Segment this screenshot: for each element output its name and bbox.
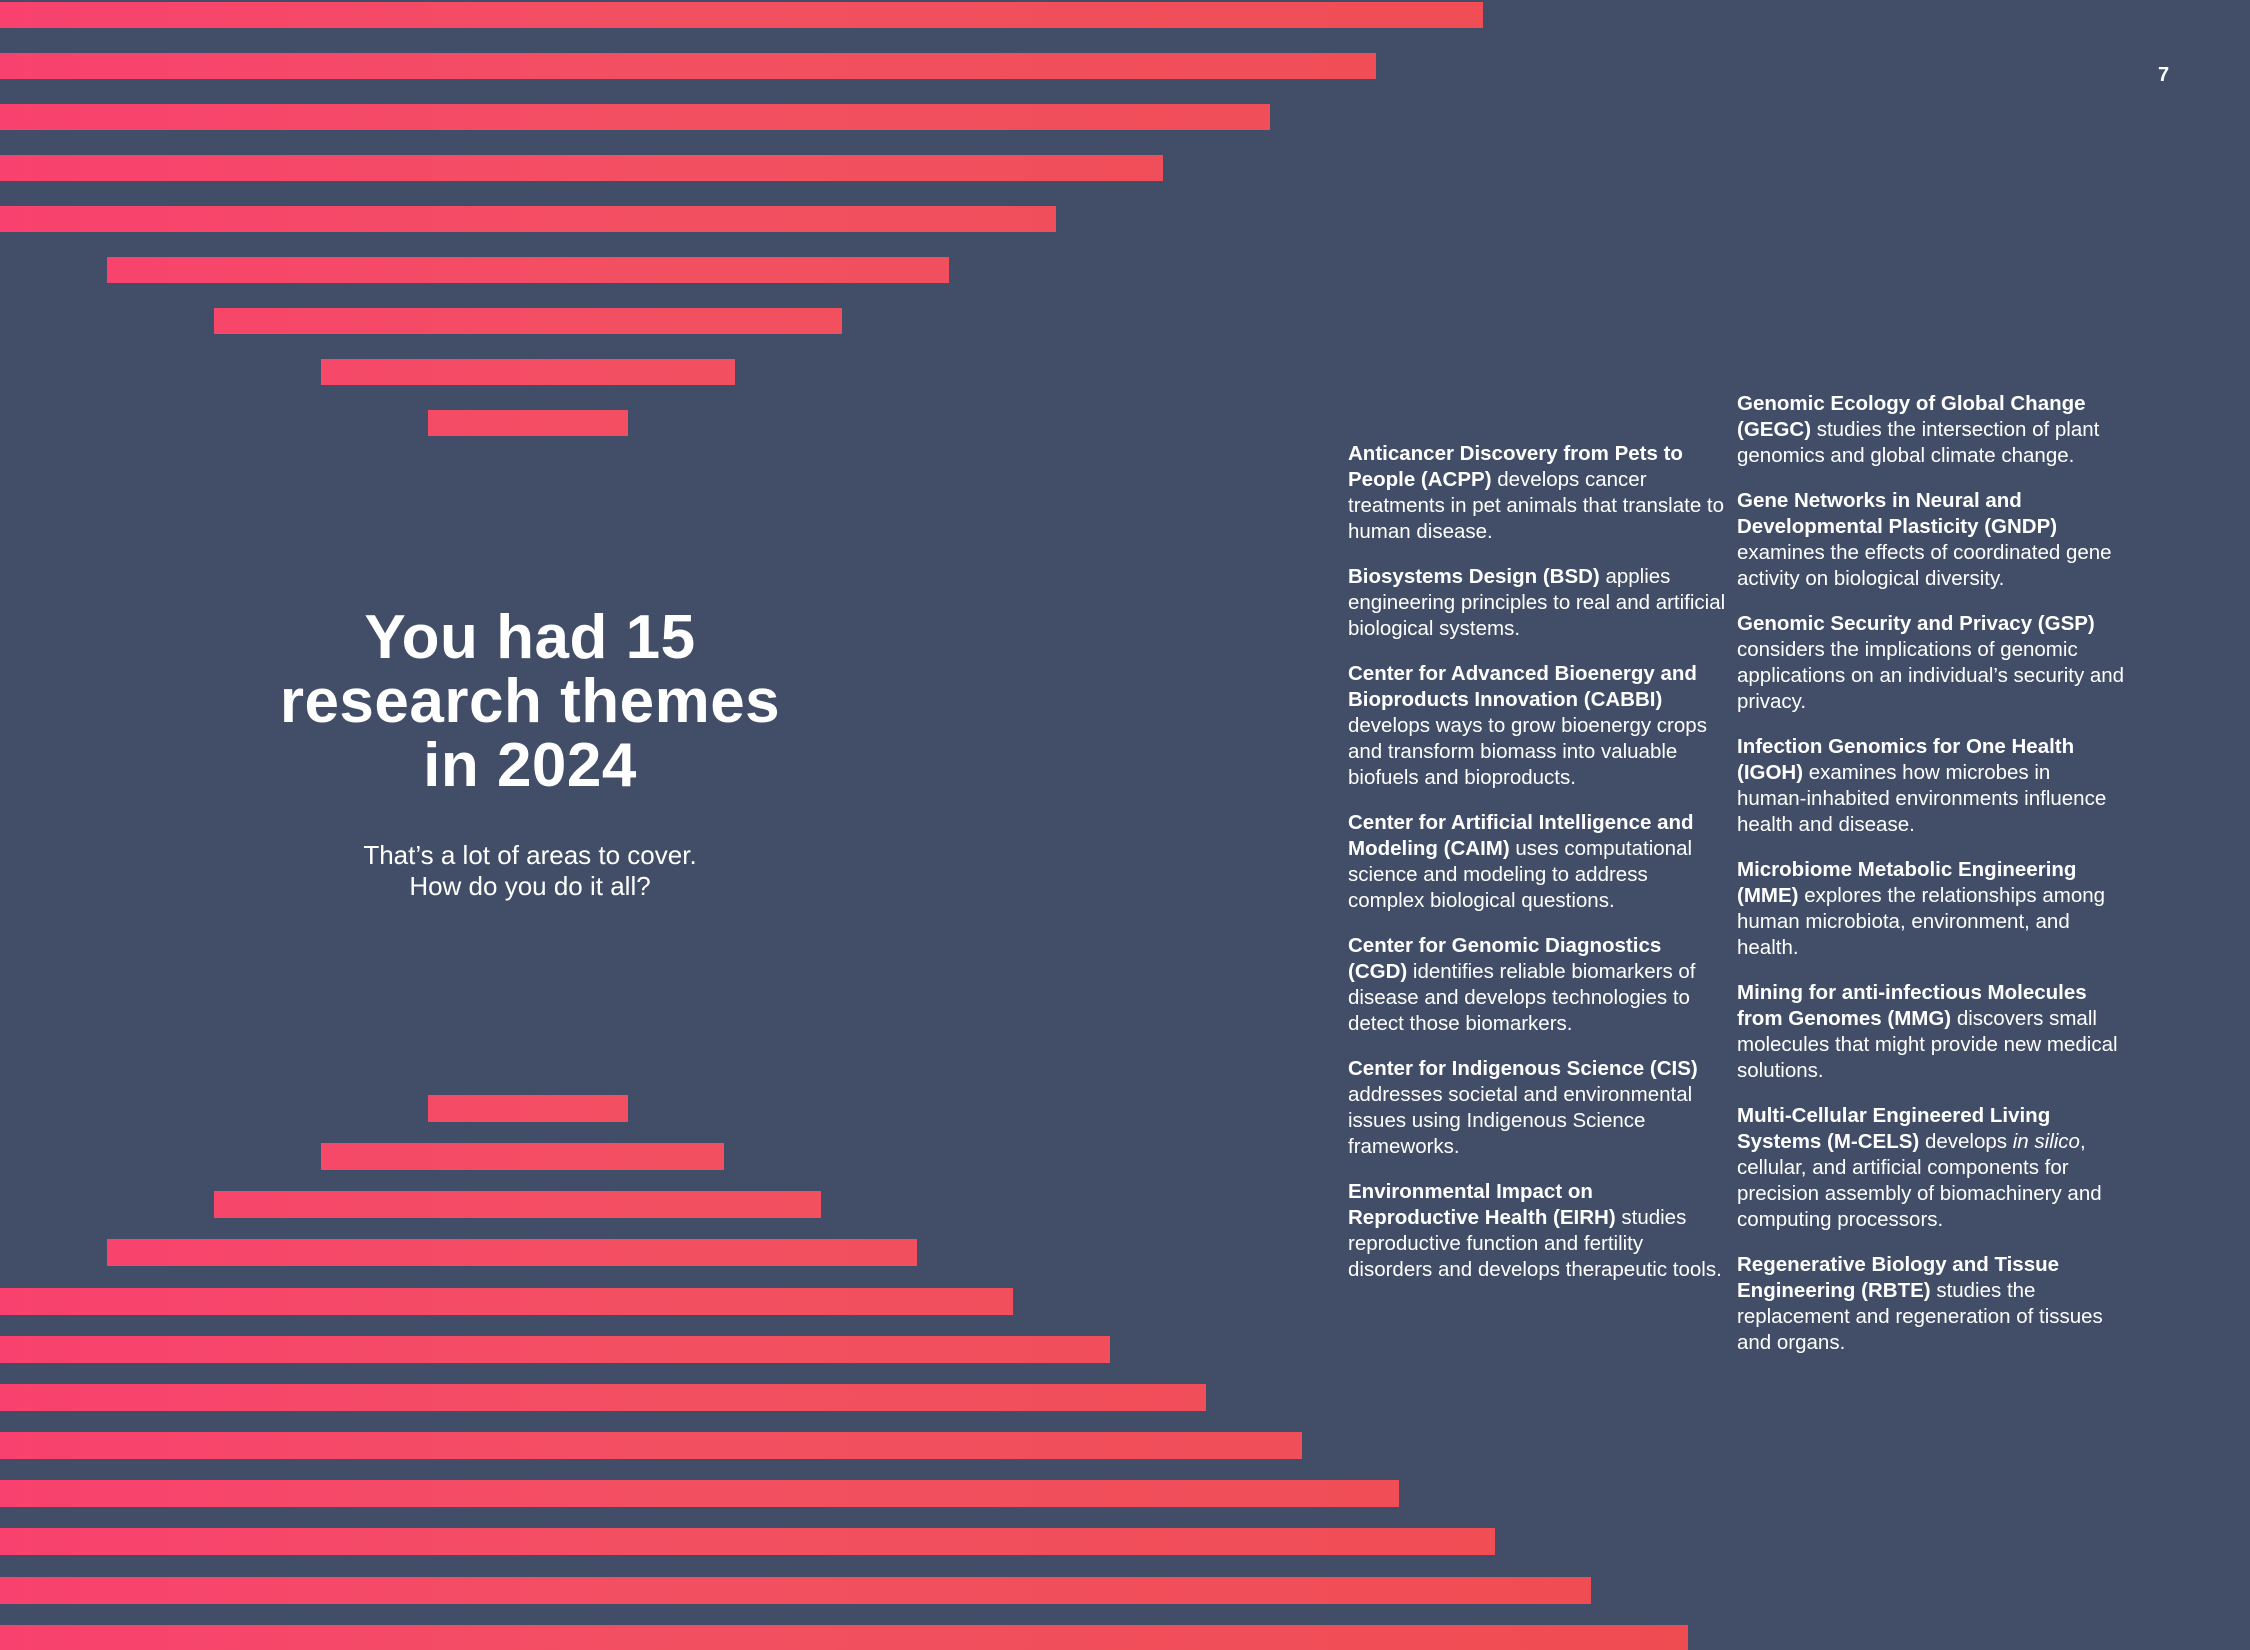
theme-name: Center for Genomic Diagnostics (CGD) [1348, 934, 1662, 983]
decorative-bar [0, 2, 1483, 28]
theme-paragraph: Center for Advanced Bioenergy and Biopro… [1348, 662, 1707, 789]
theme-paragraph: Multi-Cellular Engineered Living Systems… [1737, 1104, 2102, 1231]
theme-name: Genomic Security and Privacy (GSP) [1737, 612, 2095, 635]
decorative-bar [0, 1384, 1206, 1411]
theme-name: Center for Advanced Bioenergy and Biopro… [1348, 662, 1697, 711]
decorative-bar [0, 206, 1056, 232]
decorative-bar [0, 1336, 1110, 1363]
themes-column-2: Genomic Ecology of Global Change (GEGC) … [1737, 391, 2125, 1375]
decorative-bar [321, 1143, 724, 1170]
theme-name: Biosystems Design (BSD) [1348, 565, 1600, 588]
theme-paragraph: Infection Genomics for One Health (IGOH)… [1737, 735, 2107, 836]
theme-name: Microbiome Metabolic Engineering (MME) [1737, 858, 2077, 907]
theme-name: Genomic Ecology of Global Change (GEGC) [1737, 392, 2086, 441]
theme-paragraph: Biosystems Design (BSD) applies engineer… [1348, 565, 1726, 640]
theme-name: Anticancer Discovery from Pets to People… [1348, 442, 1683, 491]
theme-name: Gene Networks in Neural and Developmenta… [1737, 489, 2058, 538]
theme-paragraph: Mining for anti-infectious Molecules fro… [1737, 981, 2118, 1082]
page-title-line: You had 15 [364, 603, 696, 672]
theme-paragraph: Microbiome Metabolic Engineering (MME) e… [1737, 858, 2106, 959]
decorative-bar [107, 1239, 917, 1266]
page-title-line: research themes [279, 667, 781, 736]
themes-column-1: Anticancer Discovery from Pets to People… [1348, 441, 1726, 1302]
decorative-bar [0, 155, 1163, 181]
decorative-bar [0, 1432, 1302, 1459]
theme-name: Mining for anti-infectious Molecules fro… [1737, 981, 2087, 1030]
theme-paragraph: Regenerative Biology and Tissue Engineer… [1737, 1253, 2103, 1354]
theme-name: Center for Artificial Intelligence and M… [1348, 811, 1694, 860]
decorative-bar [0, 1625, 1688, 1650]
theme-name: Center for Indigenous Science (CIS) [1348, 1057, 1698, 1080]
theme-paragraph: Gene Networks in Neural and Developmenta… [1737, 489, 2112, 590]
theme-name: Multi-Cellular Engineered Living Systems… [1737, 1104, 2051, 1153]
decorative-bar [214, 1191, 821, 1218]
decorative-bar [0, 1288, 1013, 1315]
page-title: You had 15 research themes in 2024 [180, 606, 880, 798]
theme-paragraph: Anticancer Discovery from Pets to People… [1348, 442, 1725, 543]
subtitle-line: How do you do it all? [409, 871, 651, 901]
theme-paragraph: Genomic Security and Privacy (GSP) consi… [1737, 612, 2125, 713]
page-number: 7 [2158, 64, 2170, 86]
theme-paragraph: Genomic Ecology of Global Change (GEGC) … [1737, 392, 2100, 467]
decorative-bar [428, 410, 628, 436]
theme-name: Environmental Impact on Reproductive Hea… [1348, 1180, 1616, 1229]
decorative-bar [0, 1528, 1495, 1555]
theme-paragraph: Center for Genomic Diagnostics (CGD) ide… [1348, 934, 1696, 1035]
italic-phrase: in silico [2012, 1130, 2080, 1153]
page-title-line: in 2024 [423, 731, 637, 800]
decorative-bar [0, 1480, 1399, 1507]
decorative-bar [107, 257, 949, 283]
decorative-bar [214, 308, 842, 334]
theme-name: Regenerative Biology and Tissue Engineer… [1737, 1253, 2060, 1302]
decorative-bar [321, 359, 735, 385]
theme-paragraph: Center for Indigenous Science (CIS) addr… [1348, 1057, 1698, 1158]
subtitle-line: That’s a lot of areas to cover. [363, 840, 697, 870]
subtitle: That’s a lot of areas to cover. How do yo… [180, 840, 880, 902]
decorative-bar [0, 104, 1270, 130]
decorative-bar [428, 1095, 628, 1122]
theme-paragraph: Center for Artificial Intelligence and M… [1348, 811, 1694, 912]
decorative-bar [0, 1577, 1591, 1604]
theme-paragraph: Environmental Impact on Reproductive Hea… [1348, 1180, 1722, 1281]
theme-name: Infection Genomics for One Health (IGOH) [1737, 735, 2075, 784]
decorative-bar [0, 53, 1376, 79]
